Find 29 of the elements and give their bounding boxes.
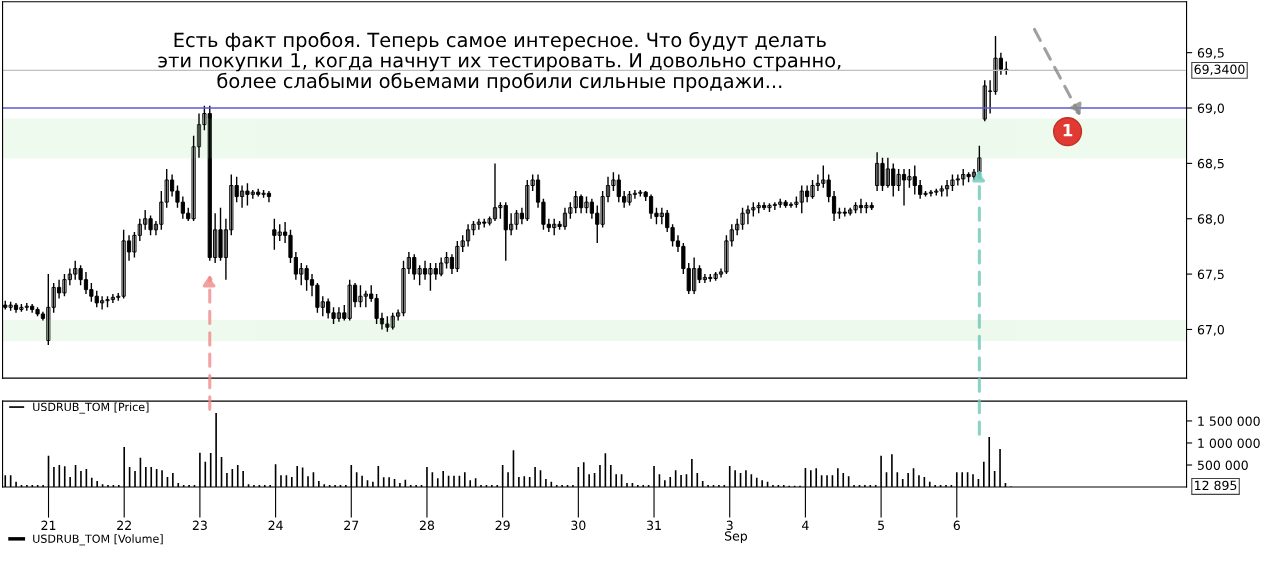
annotation: Есть факт пробоя. Теперь самое интересное. Что будут делать эти покупки 1, когда начнут их тестировать. И довольно странно, более слабыми обьемами пробили сильные продажи... [158, 31, 841, 93]
x-tick-label: 3 [726, 520, 733, 531]
x-tick-label: 5 [878, 520, 884, 531]
x-tick-label: 29 [495, 520, 510, 531]
y-tick-label: 67,0 [1197, 324, 1224, 336]
x-tick-label: 24 [268, 520, 283, 530]
x-tick-label: 27 [344, 520, 359, 530]
x-tick-label: 4 [802, 520, 809, 530]
y-tick-label: 500 000 [1197, 460, 1248, 470]
legend-label: USDRUB_TOM [Price] [33, 402, 149, 414]
legend-label: USDRUB_TOM [Volume] [33, 534, 163, 546]
x-tick-label: 22 [117, 520, 131, 530]
x-tick-label: 21 [41, 520, 56, 530]
ref-line-label: 69,3400 [1194, 64, 1245, 76]
y-tick-label: 69,5 [1197, 48, 1224, 59]
y-tick-label: 68,5 [1197, 158, 1224, 170]
x-tick-label: 28 [419, 520, 435, 531]
y-tick-label: 1 500 000 [1198, 416, 1260, 426]
y-tick-label: 69,0 [1197, 103, 1224, 115]
annotation: 1 [1063, 124, 1073, 137]
x-tick-label: 23 [192, 520, 207, 531]
x-tick-label: 6 [953, 520, 960, 531]
x-tick-label: 30 [571, 520, 586, 531]
text: Sep [724, 531, 748, 544]
text: 12 895 [1195, 480, 1237, 491]
y-tick-label: 1 000 000 [1198, 438, 1260, 448]
y-tick-label: 68,0 [1197, 214, 1224, 225]
y-tick-label: 67,5 [1197, 269, 1224, 281]
x-tick-label: 31 [647, 520, 661, 531]
